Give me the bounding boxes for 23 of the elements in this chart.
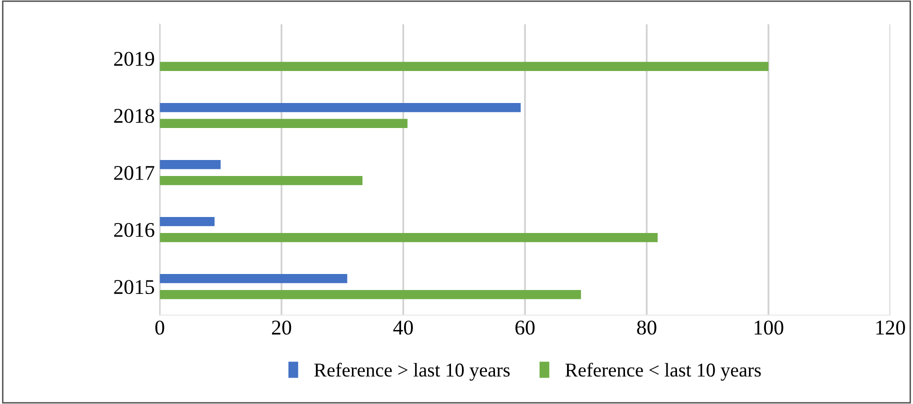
x-tick-label: 40 <box>393 320 413 335</box>
bar <box>160 274 348 284</box>
x-tick-label: 80 <box>637 320 656 335</box>
bar <box>160 118 408 128</box>
x-tick-label: 100 <box>754 320 784 335</box>
x-tick-label: 20 <box>272 320 292 335</box>
bar <box>160 62 768 72</box>
y-tick-label: 2015 <box>114 280 154 294</box>
x-tick-label: 0 <box>155 320 164 335</box>
legend-label: Reference > last 10 years <box>314 362 510 381</box>
bar <box>160 290 581 300</box>
y-tick-label: 2017 <box>114 166 154 180</box>
x-tick-label: 60 <box>515 320 535 335</box>
bar <box>160 102 521 112</box>
bar <box>160 217 215 226</box>
bar <box>160 176 362 186</box>
y-tick-label: 2016 <box>114 222 154 237</box>
bar <box>160 232 658 242</box>
y-tick-label: 2019 <box>114 52 154 66</box>
legend-label: Reference < last 10 years <box>565 362 761 381</box>
x-tick-label: 120 <box>876 320 906 335</box>
y-tick-label: 2018 <box>114 108 154 123</box>
bar <box>160 160 221 170</box>
